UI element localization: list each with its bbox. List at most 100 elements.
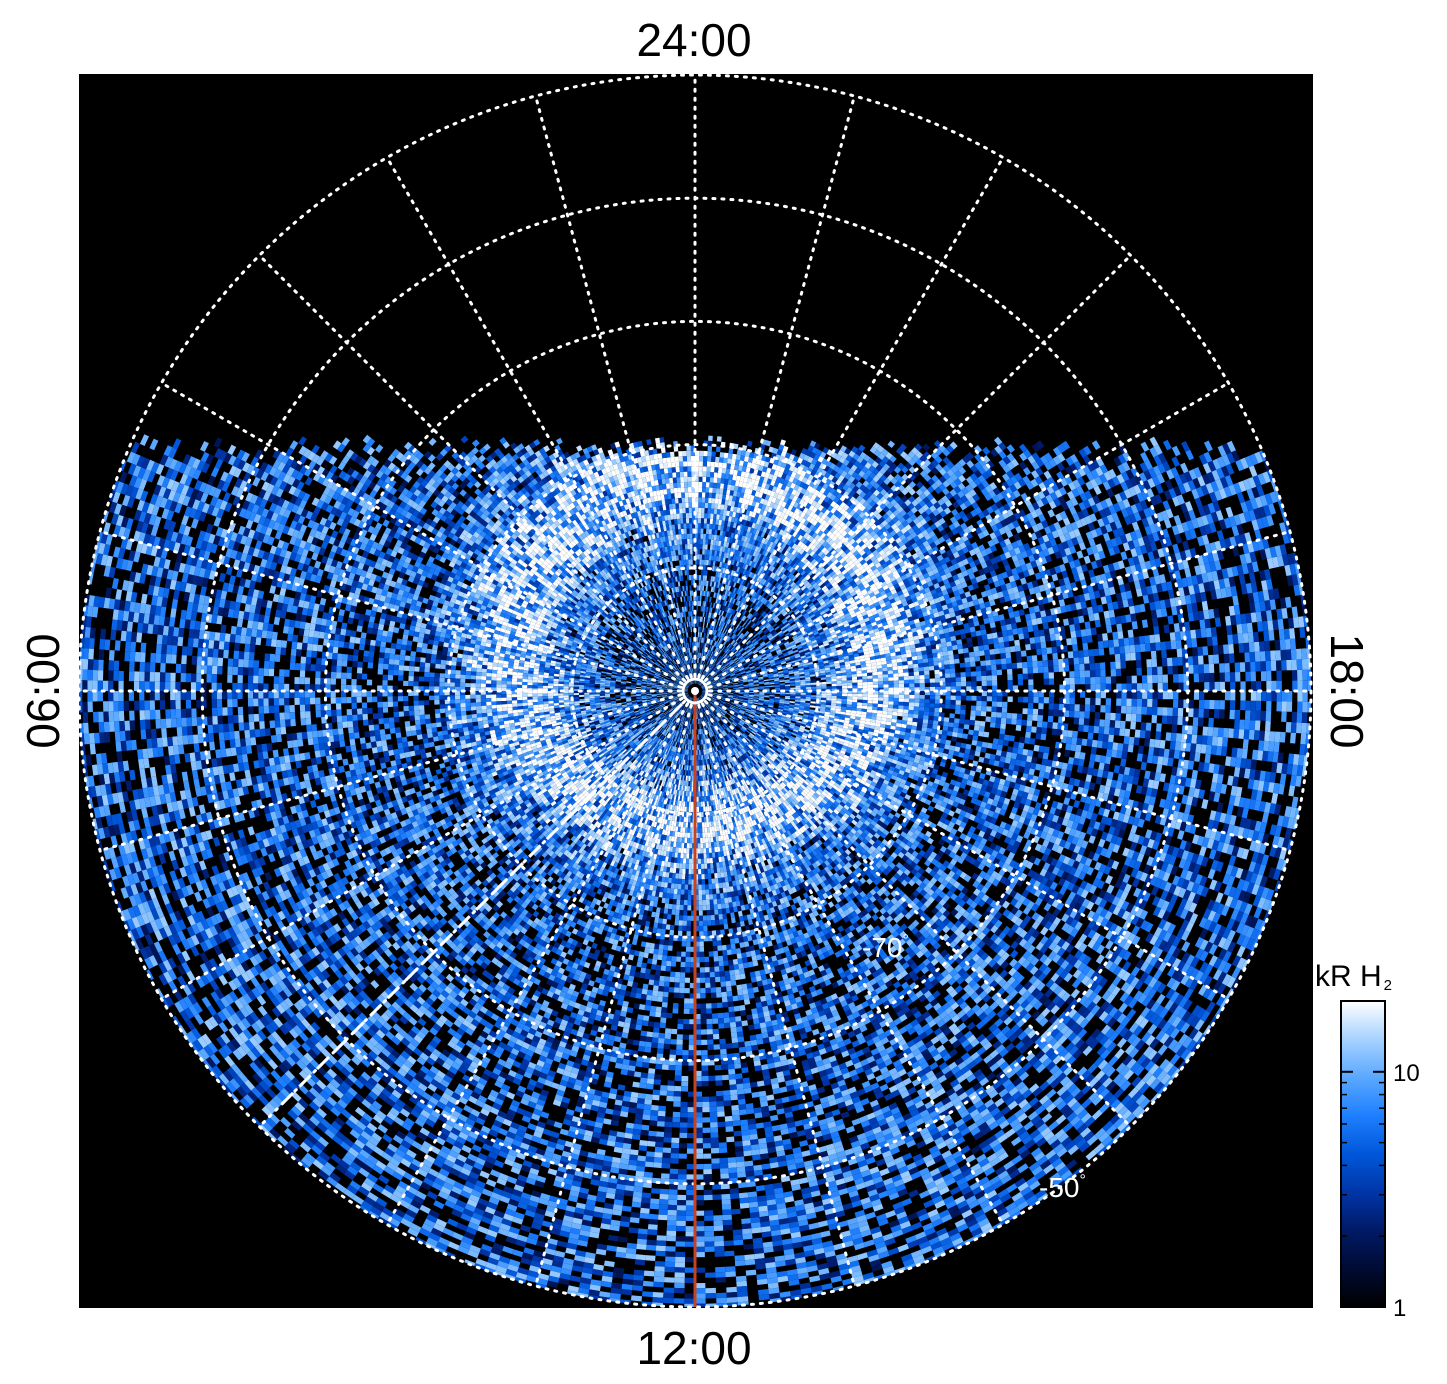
heatmap-cell (680, 617, 683, 623)
heatmap-cell (421, 643, 428, 649)
heatmap-cell (684, 497, 689, 503)
heatmap-cell (262, 622, 269, 631)
heatmap-cell (680, 549, 684, 555)
heatmap-cell (658, 484, 664, 491)
heatmap-cell (658, 458, 663, 464)
heatmap-cell (683, 611, 686, 618)
heatmap-cell (657, 479, 663, 485)
heatmap-cell (688, 647, 690, 653)
heatmap-cell (689, 637, 691, 643)
heatmap-cell (623, 455, 629, 462)
heatmap-cell (655, 463, 660, 470)
heatmap-cell (681, 533, 685, 540)
heatmap-cell (657, 495, 662, 501)
heatmap-cell (644, 471, 650, 478)
heatmap-cell (663, 525, 667, 532)
heatmap-cell (636, 510, 642, 517)
heatmap-cell (641, 514, 646, 521)
heatmap-cell (681, 606, 684, 613)
heatmap-cell (664, 499, 669, 505)
heatmap-cell (680, 575, 684, 581)
heatmap-cell (687, 669, 690, 675)
heatmap-cell (678, 555, 682, 561)
heatmap-cell (668, 566, 672, 573)
heatmap-cell (658, 542, 662, 549)
heatmap-cell (676, 555, 679, 561)
heatmap-cell (671, 582, 675, 588)
heatmap-cell (688, 559, 691, 565)
heatmap-cell (690, 575, 694, 581)
heatmap-cell (660, 542, 665, 548)
heatmap-cell (427, 639, 434, 645)
heatmap-cell (642, 519, 648, 526)
heatmap-cell (688, 642, 690, 648)
heatmap-cell (688, 611, 690, 617)
heatmap-cell (691, 616, 693, 622)
heatmap-cell (675, 466, 680, 473)
heatmap-cell (335, 627, 342, 635)
heatmap-cell (653, 554, 658, 561)
heatmap-cell (660, 552, 665, 559)
heatmap-cell (661, 478, 666, 485)
heatmap-cell (687, 461, 692, 467)
heatmap-cell (684, 659, 687, 665)
heatmap-cell (685, 559, 689, 565)
heatmap-cell (670, 535, 674, 541)
heatmap-cell (668, 524, 673, 531)
heatmap-cell (688, 658, 691, 664)
heatmap-cell (673, 571, 677, 577)
heatmap-cell (692, 673, 694, 679)
heatmap-cell (691, 663, 693, 669)
heatmap-cell (632, 484, 638, 491)
heatmap-cell (267, 623, 274, 632)
heatmap-cell (689, 668, 691, 674)
heatmap-cell (652, 490, 658, 497)
heatmap-cell (685, 513, 689, 519)
heatmap-cell (405, 645, 412, 652)
heatmap-cell (686, 523, 690, 529)
heatmap-cell (683, 559, 687, 566)
heatmap-cell (432, 644, 438, 651)
heatmap-cell (487, 661, 493, 667)
heatmap-cell (667, 467, 673, 474)
heatmap-cell (666, 567, 670, 573)
heatmap-cell (667, 551, 672, 557)
heatmap-cell (690, 668, 692, 674)
heatmap-cell (691, 461, 695, 467)
heatmap-cell (689, 652, 691, 659)
heatmap-cell (666, 530, 671, 536)
heatmap-cell (685, 643, 688, 649)
heatmap-cell (677, 565, 681, 571)
heatmap-cell (678, 503, 683, 509)
heatmap-cell (665, 594, 669, 600)
heatmap-cell (689, 668, 692, 674)
heatmap-cell (376, 629, 383, 636)
heatmap-cell (675, 508, 680, 514)
heatmap-cell (673, 446, 679, 452)
heatmap-cell (689, 611, 692, 617)
heatmap-cell (375, 640, 382, 647)
heatmap-cell (639, 467, 645, 473)
heatmap-cell (670, 550, 674, 557)
heatmap-cell (681, 497, 686, 503)
heatmap-cell (682, 633, 685, 639)
heatmap-cell (669, 483, 674, 489)
heatmap-cell (682, 513, 686, 519)
heatmap-cell (678, 612, 681, 618)
heatmap-cell (644, 503, 650, 509)
heatmap-cell (675, 534, 680, 540)
heatmap-cell (687, 627, 689, 633)
heatmap-cell (684, 601, 687, 607)
heatmap-cell (692, 606, 694, 612)
heatmap-cell (669, 561, 674, 567)
heatmap-cell (685, 585, 688, 591)
heatmap-cell (676, 586, 680, 592)
heatmap-cell (685, 518, 690, 524)
heatmap-cell (359, 638, 366, 645)
heatmap-cell (684, 585, 687, 591)
heatmap-cell (659, 537, 664, 543)
heatmap-cell (646, 497, 652, 504)
heatmap-cell (679, 461, 684, 467)
heatmap-cell (676, 482, 681, 488)
heatmap-cell (679, 560, 682, 566)
